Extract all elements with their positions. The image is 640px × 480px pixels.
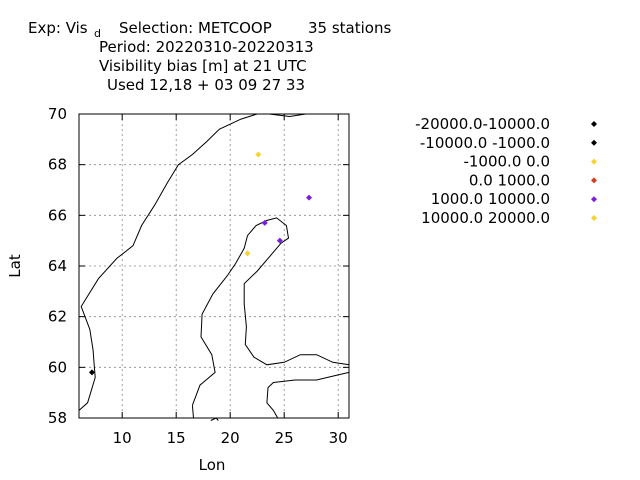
station-points — [88, 151, 313, 376]
station-point — [88, 369, 95, 376]
x-tick-label: 10 — [113, 429, 132, 447]
coastline-segment — [191, 405, 194, 419]
selection-label: Selection: METCOOP — [119, 19, 272, 37]
station-point — [244, 250, 251, 257]
legend-label: 1000.0 10000.0 — [431, 190, 550, 208]
legend-marker — [591, 121, 597, 127]
axis-ticks: 10 15 20 25 30 58 60 62 64 66 68 70 — [48, 105, 349, 447]
x-tick-label: 20 — [221, 429, 240, 447]
y-tick-label: 60 — [48, 358, 67, 376]
x-tick-label: 30 — [329, 429, 348, 447]
coastline-segment — [191, 217, 350, 406]
legend-marker — [591, 158, 597, 165]
x-tick-label: 15 — [167, 429, 186, 447]
coastline-segment — [266, 371, 350, 419]
used-label: Used 12,18 + 03 09 27 33 — [107, 76, 305, 94]
legend-label: 10000.0 20000.0 — [421, 209, 550, 227]
y-tick-label: 66 — [48, 206, 67, 224]
exp-label: Exp: Vis — [28, 19, 88, 37]
station-point — [276, 237, 283, 244]
legend-label: 0.0 1000.0 — [469, 171, 550, 189]
station-point — [261, 219, 268, 226]
legend-marker — [591, 139, 597, 146]
y-tick-label: 58 — [48, 409, 67, 427]
legend-label: -10000.0 -1000.0 — [420, 134, 550, 152]
x-axis-label: Lon — [199, 456, 226, 474]
station-point — [255, 151, 262, 158]
y-tick-label: 62 — [48, 308, 67, 326]
grid-lines — [79, 114, 349, 418]
y-tick-label: 68 — [48, 156, 67, 174]
legend: -20000.0-10000.0-10000.0 -1000.0-1000.0 … — [415, 115, 597, 227]
legend-marker — [591, 215, 597, 221]
chart-title: Visibility bias [m] at 21 UTC — [99, 57, 307, 75]
y-axis-label: Lat — [6, 254, 24, 278]
legend-label: -1000.0 0.0 — [463, 153, 550, 171]
coastline-segment — [78, 113, 306, 411]
coastline-map — [78, 113, 350, 421]
exp-subscript: d — [94, 27, 101, 40]
legend-marker — [591, 196, 597, 203]
period-label: Period: 20220310-20220313 — [99, 38, 314, 56]
y-tick-label: 70 — [48, 105, 67, 123]
stations-count: 35 stations — [308, 19, 391, 37]
station-point — [306, 194, 313, 201]
legend-label: -20000.0-10000.0 — [415, 115, 550, 133]
y-tick-label: 64 — [48, 257, 67, 275]
x-tick-label: 25 — [275, 429, 294, 447]
legend-marker — [591, 177, 597, 184]
